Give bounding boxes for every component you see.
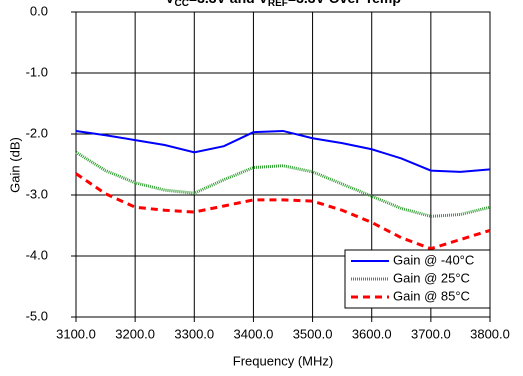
x-tick-label: 3500.0 [293,326,333,341]
series-line [75,172,491,251]
legend-label: Gain @ -40°C [393,252,474,267]
title-part: =3.3V and V [189,0,269,6]
x-tick-label: 3600.0 [352,326,392,341]
y-tick-label: -2.0 [26,125,48,140]
x-tick-label: 3300.0 [174,326,214,341]
title-part: V [165,0,175,6]
y-tick-label: -5.0 [26,308,48,323]
legend-label: Gain @ 25°C [393,270,470,285]
y-axis-label: Gain (dB) [7,137,22,193]
x-tick-label: 3400.0 [234,326,274,341]
chart-title: VCC=3.3V and VREF=3.3V Over Temp [165,0,401,9]
series-line [75,151,491,218]
title-part: REF [268,0,288,9]
x-tick-label: 3200.0 [115,326,155,341]
series-line [75,129,491,173]
x-tick-label: 3700.0 [411,326,451,341]
y-tick-label: -4.0 [26,247,48,262]
y-tick-label: -3.0 [26,186,48,201]
title-part: CC [174,0,188,9]
title-part: =3.3V Over Temp [288,0,401,6]
x-tick-label: 3100.0 [56,326,96,341]
legend-label: Gain @ 85°C [393,288,470,303]
y-tick-label: 0.0 [30,3,48,18]
x-axis-label: Frequency (MHz) [233,353,333,368]
x-tick-label: 3800.0 [470,326,510,341]
y-tick-label: -1.0 [26,64,48,79]
plot-border [75,11,491,318]
